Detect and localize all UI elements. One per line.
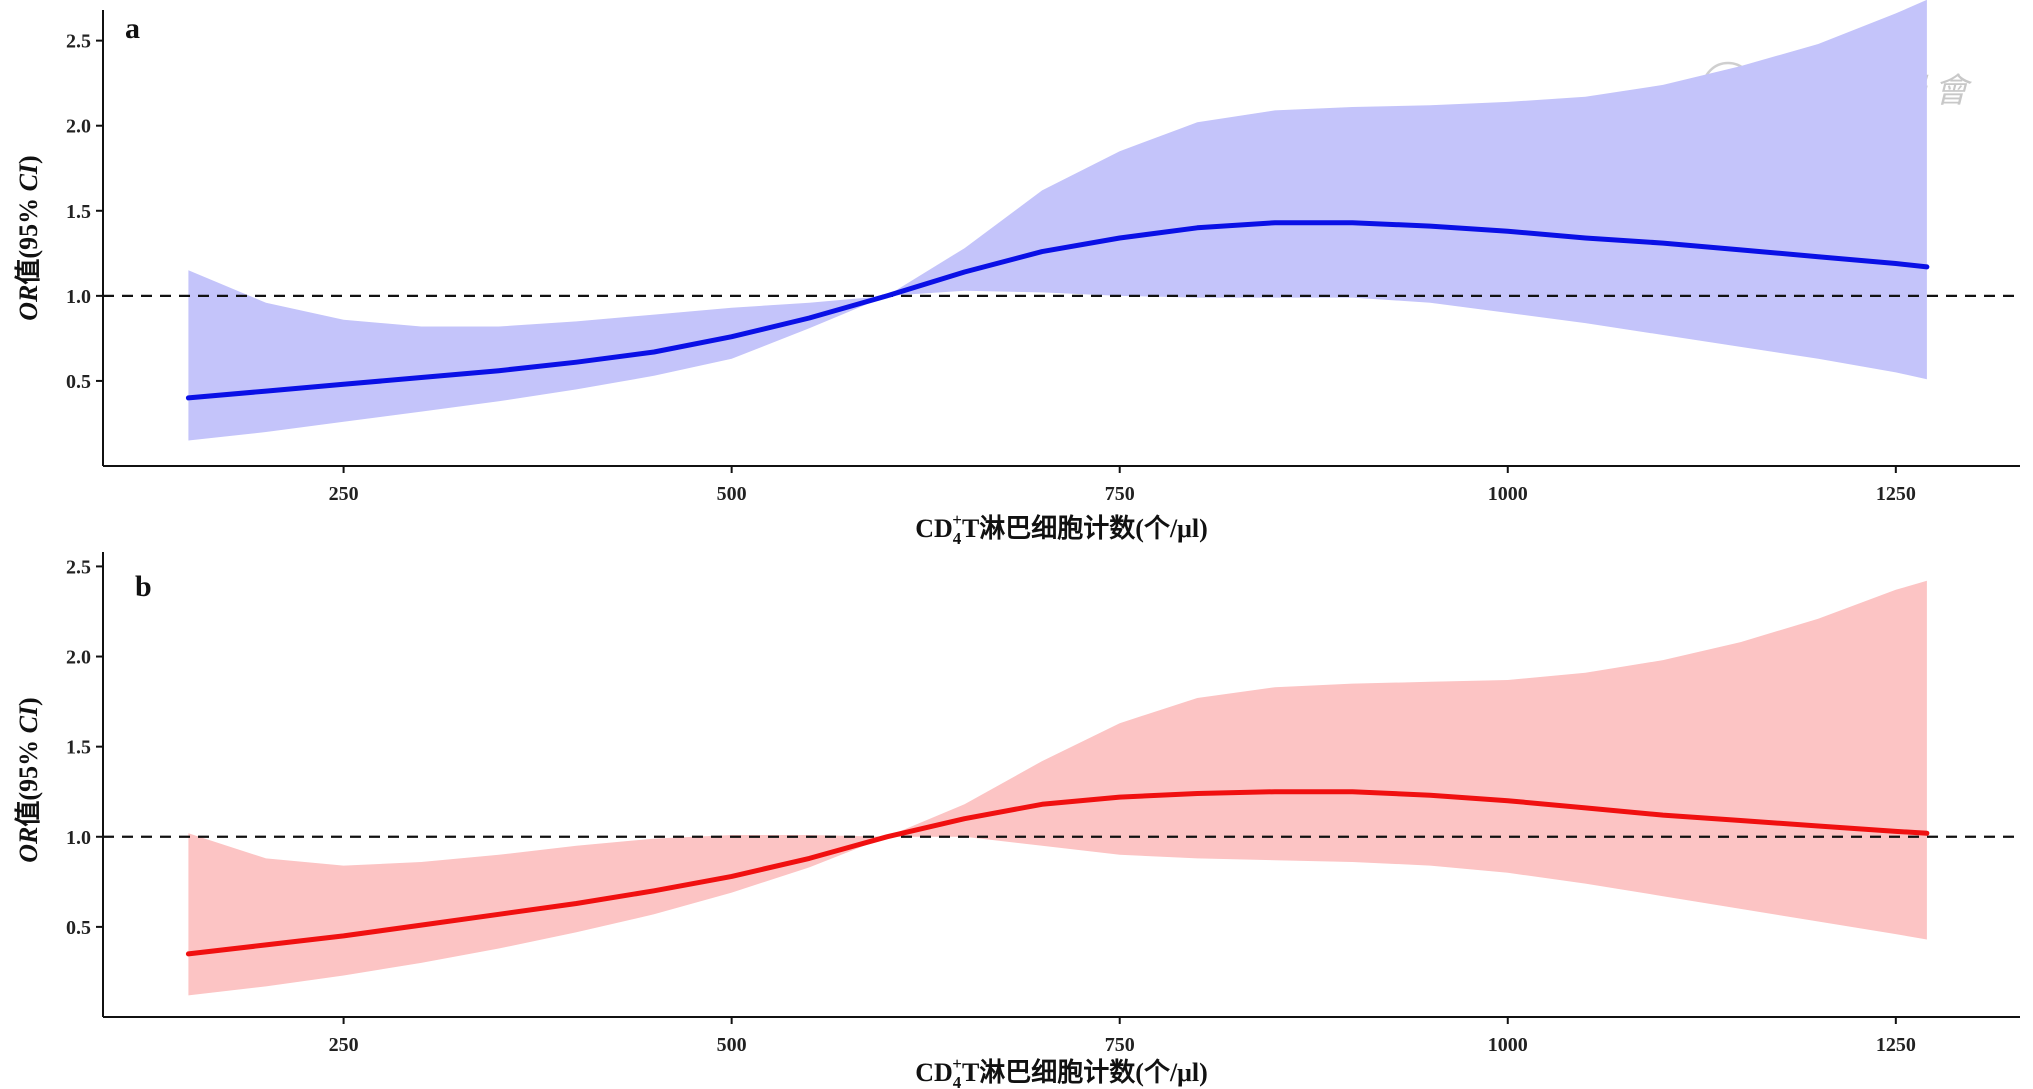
y-axis-title-mid: 值(95% bbox=[14, 733, 43, 826]
y-tick-label-a: 0.5 bbox=[66, 371, 91, 393]
y-tick-label-b: 2.5 bbox=[66, 556, 91, 578]
x-tick-label-a: 250 bbox=[329, 483, 359, 505]
y-axis-title-italic-ci: CI bbox=[14, 705, 43, 733]
confidence-band-b bbox=[188, 580, 1927, 996]
x-axis-title-superscript: + bbox=[952, 1054, 962, 1073]
y-axis-title-italic-or: OR bbox=[14, 827, 43, 863]
y-tick-label-b: 2.0 bbox=[66, 647, 91, 669]
x-axis-title-main: T淋巴细胞计数(个/μl) bbox=[962, 1057, 1208, 1087]
x-tick-label-a: 750 bbox=[1105, 483, 1135, 505]
y-tick-label-b: 0.5 bbox=[66, 917, 91, 939]
x-tick-label-b: 500 bbox=[717, 1034, 747, 1056]
x-axis-title-superscript: + bbox=[952, 510, 962, 529]
y-tick-label-b: 1.5 bbox=[66, 737, 91, 759]
y-axis-title-italic-ci: CI bbox=[14, 163, 43, 191]
or-curve-a bbox=[185, 220, 1930, 401]
x-axis-title-subscript: 4 bbox=[953, 529, 962, 548]
x-axis-title-b: CD4+T淋巴细胞计数(个/μl) bbox=[915, 1054, 1208, 1089]
or-curve-b bbox=[185, 789, 1930, 957]
y-axis-title-a: OR值(95% CI) bbox=[14, 155, 43, 320]
y-tick-label-a: 2.0 bbox=[66, 116, 91, 138]
x-tick-label-a: 1250 bbox=[1876, 483, 1916, 505]
x-axis-title-prefix: CD bbox=[915, 514, 953, 543]
y-axis-title-italic-or: OR bbox=[14, 285, 43, 321]
y-axis-title-end: ) bbox=[14, 697, 43, 706]
chart-panel-a: 0.5 1.0 1.5 2.0 2.5 250 500 750 1000 1250 a CD4+T淋巴… bbox=[14, 0, 2020, 548]
x-tick-label-b: 1000 bbox=[1488, 1034, 1528, 1056]
y-tick-label-a: 2.5 bbox=[66, 31, 91, 53]
x-tick-label-b: 1250 bbox=[1876, 1034, 1916, 1056]
y-tick-label-b: 1.0 bbox=[66, 827, 91, 849]
y-axis-title-b: OR值(95% CI) bbox=[14, 697, 43, 862]
x-axis-title-prefix: CD bbox=[915, 1058, 953, 1087]
x-tick-label-a: 500 bbox=[717, 483, 747, 505]
panel-label-b: b bbox=[135, 570, 152, 603]
x-tick-label-a: 1000 bbox=[1488, 483, 1528, 505]
y-axis-title-end: ) bbox=[14, 155, 43, 164]
x-axis-title-subscript: 4 bbox=[953, 1073, 962, 1089]
x-axis-title-a: CD4+T淋巴细胞计数(个/μl) bbox=[915, 510, 1208, 548]
x-tick-label-b: 250 bbox=[329, 1034, 359, 1056]
y-tick-label-a: 1.5 bbox=[66, 201, 91, 223]
x-tick-label-b: 750 bbox=[1105, 1034, 1135, 1056]
panel-label-a: a bbox=[125, 12, 140, 45]
y-axis-title-mid: 值(95% bbox=[14, 191, 43, 284]
confidence-band-a bbox=[188, 0, 1927, 441]
x-axis-title-main: T淋巴细胞计数(个/μl) bbox=[962, 513, 1208, 543]
y-tick-label-a: 1.0 bbox=[66, 286, 91, 308]
chart-panel-b: 0.5 1.0 1.5 2.0 2.5 250 500 750 1000 1250 b CD4+T淋巴… bbox=[14, 552, 2020, 1089]
